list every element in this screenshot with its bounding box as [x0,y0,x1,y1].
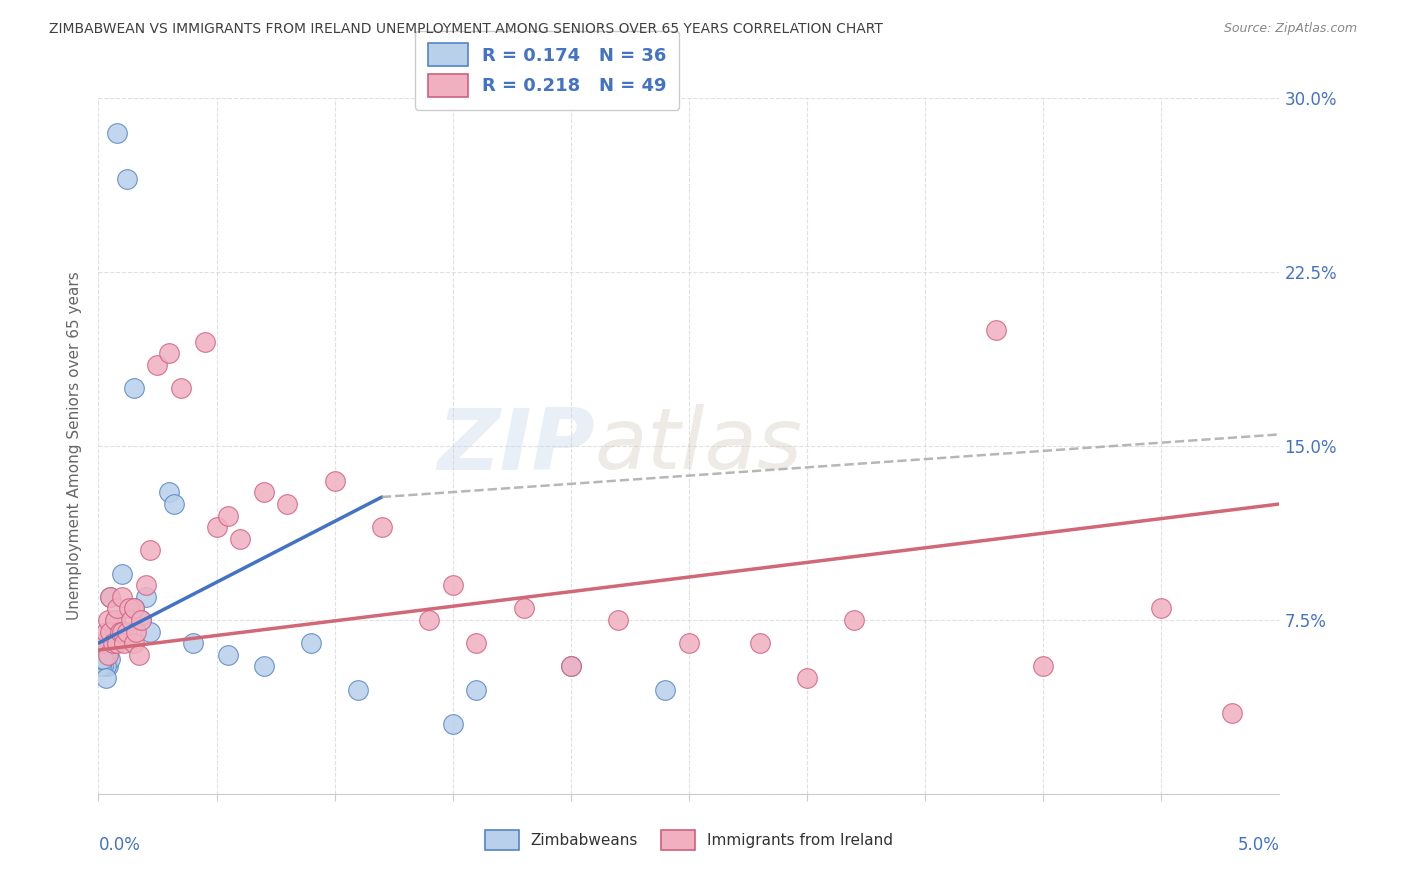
Point [1032,659,1054,673]
Point [157,485,180,500]
Point [122,601,145,615]
Point [129,613,152,627]
Point [135,578,157,592]
Point [748,636,770,650]
Point [678,636,700,650]
Point [560,659,582,673]
Text: 5.0%: 5.0% [1237,836,1279,854]
Point [105,601,128,615]
Point [128,648,150,662]
Point [90,652,112,666]
Point [299,636,322,650]
Point [98,636,121,650]
Point [122,381,145,395]
Point [121,613,143,627]
Point [146,358,169,372]
Point [347,682,370,697]
Point [104,636,127,650]
Point [170,381,193,395]
Point [118,601,141,615]
Point [139,543,162,558]
Point [796,671,818,685]
Point [181,636,204,650]
Point [91,648,114,662]
Point [217,648,239,662]
Point [229,532,252,546]
Point [112,636,135,650]
Point [98,624,121,639]
Point [129,613,152,627]
Point [253,485,276,500]
Point [607,613,630,627]
Point [276,497,298,511]
Point [97,613,120,627]
Point [91,659,114,673]
Point [253,659,276,673]
Point [115,624,138,639]
Point [111,590,134,604]
Point [98,652,121,666]
Text: atlas: atlas [595,404,803,488]
Point [91,636,114,650]
Point [115,172,138,186]
Point [984,323,1007,337]
Legend: Zimbabweans, Immigrants from Ireland: Zimbabweans, Immigrants from Ireland [479,824,898,855]
Point [111,566,134,581]
Point [205,520,228,534]
Point [139,624,162,639]
Point [654,682,676,697]
Point [97,643,120,657]
Point [323,474,346,488]
Point [97,648,120,662]
Y-axis label: Unemployment Among Seniors over 65 years: Unemployment Among Seniors over 65 years [66,272,82,620]
Point [97,648,120,662]
Point [98,590,121,604]
Point [90,659,112,673]
Point [98,590,121,604]
Point [94,624,117,639]
Point [844,613,866,627]
Point [157,346,180,360]
Point [122,636,145,650]
Point [465,636,488,650]
Point [108,624,131,639]
Point [91,652,114,666]
Point [441,578,464,592]
Point [94,659,117,673]
Point [560,659,582,673]
Point [104,613,127,627]
Point [122,601,145,615]
Point [217,508,239,523]
Point [94,648,117,662]
Point [125,624,148,639]
Point [101,636,124,650]
Point [194,334,217,349]
Point [104,613,127,627]
Point [512,601,534,615]
Point [371,520,394,534]
Point [465,682,488,697]
Point [105,126,128,140]
Point [441,717,464,731]
Text: 0.0%: 0.0% [98,836,141,854]
Point [1220,706,1243,720]
Point [105,636,128,650]
Point [1150,601,1173,615]
Text: ZIP: ZIP [437,404,595,488]
Point [97,659,120,673]
Point [101,629,124,643]
Point [418,613,440,627]
Text: Source: ZipAtlas.com: Source: ZipAtlas.com [1223,22,1357,36]
Text: ZIMBABWEAN VS IMMIGRANTS FROM IRELAND UNEMPLOYMENT AMONG SENIORS OVER 65 YEARS C: ZIMBABWEAN VS IMMIGRANTS FROM IRELAND UN… [49,22,883,37]
Point [135,590,157,604]
Point [163,497,186,511]
Point [111,624,134,639]
Point [94,671,117,685]
